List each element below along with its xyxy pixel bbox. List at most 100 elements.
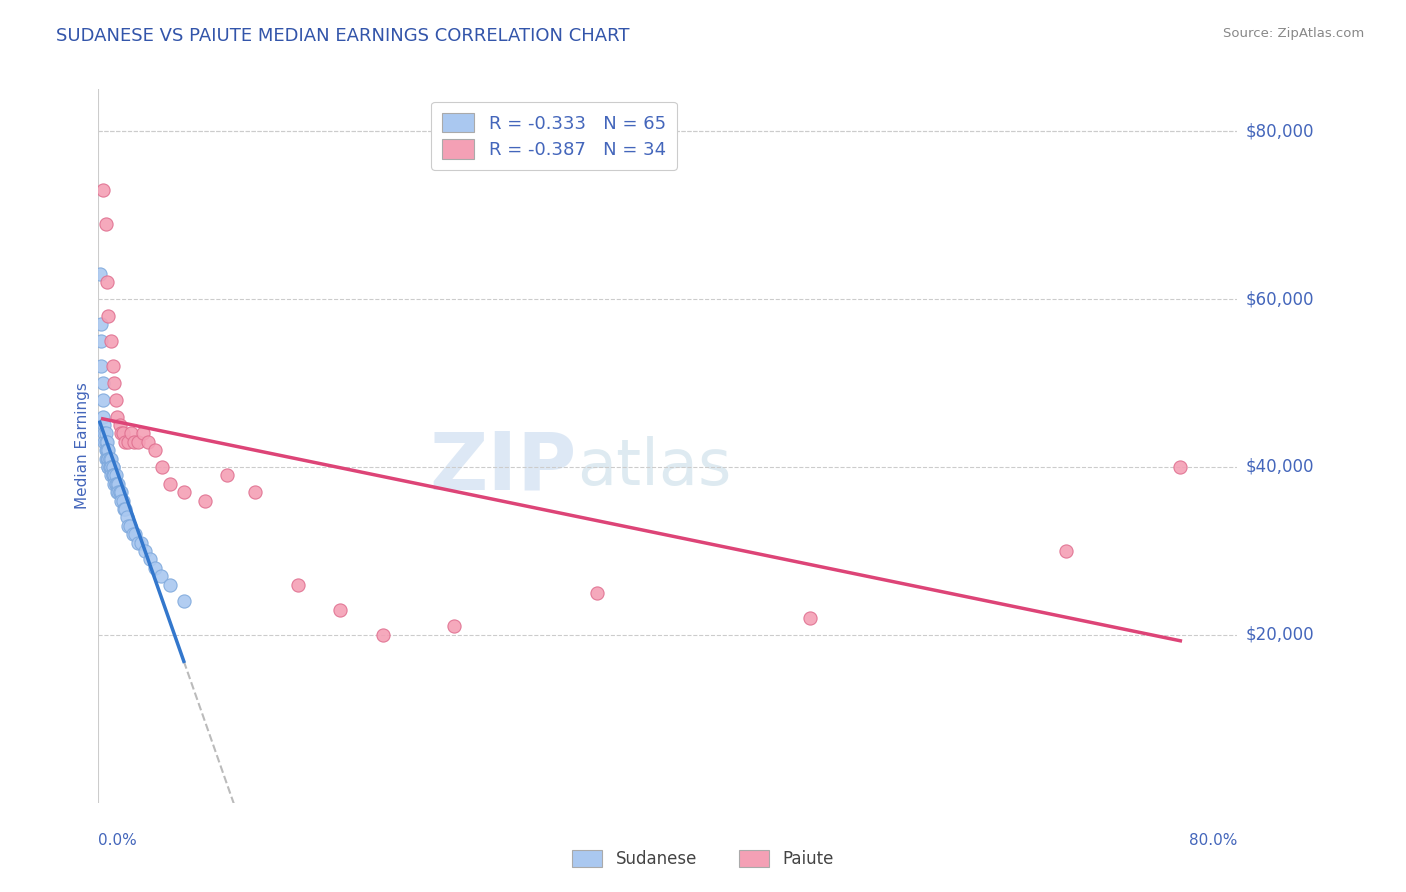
Point: [93, 434, 115, 449]
Point: [110, 493, 132, 508]
Point: [118, 518, 141, 533]
Point: [121, 527, 143, 541]
Point: [94, 443, 117, 458]
Point: [145, 560, 167, 574]
Point: [91, 409, 114, 424]
Point: [97, 309, 120, 323]
Point: [91, 392, 114, 407]
Point: [96, 275, 118, 289]
Point: [114, 434, 136, 449]
Point: [152, 460, 174, 475]
Point: [90, 359, 112, 374]
Point: [94, 434, 117, 449]
Text: ZIP: ZIP: [429, 428, 576, 507]
Point: [89, 267, 111, 281]
Legend: R = -0.333   N = 65, R = -0.387   N = 34: R = -0.333 N = 65, R = -0.387 N = 34: [432, 102, 676, 169]
Point: [373, 628, 395, 642]
Point: [159, 476, 181, 491]
Point: [101, 359, 124, 374]
Point: [287, 577, 309, 591]
Point: [93, 426, 115, 441]
Point: [117, 518, 139, 533]
Point: [173, 594, 195, 608]
Point: [585, 586, 607, 600]
Text: Source: ZipAtlas.com: Source: ZipAtlas.com: [1223, 27, 1364, 40]
Point: [100, 334, 122, 348]
Point: [111, 493, 134, 508]
Point: [112, 502, 135, 516]
Point: [100, 451, 122, 466]
Point: [127, 535, 149, 549]
Point: [150, 569, 173, 583]
Point: [98, 451, 121, 466]
Point: [100, 460, 122, 475]
Point: [115, 510, 138, 524]
Point: [127, 434, 149, 449]
Point: [131, 426, 153, 441]
Text: 0.0%: 0.0%: [98, 833, 138, 848]
Point: [105, 409, 128, 424]
Point: [100, 460, 122, 475]
Point: [173, 485, 195, 500]
Text: $20,000: $20,000: [1246, 626, 1315, 644]
Point: [100, 468, 122, 483]
Text: $40,000: $40,000: [1246, 458, 1315, 476]
Point: [1056, 544, 1078, 558]
Point: [105, 476, 128, 491]
Text: $80,000: $80,000: [1246, 122, 1315, 140]
Point: [90, 318, 112, 332]
Point: [108, 485, 131, 500]
Point: [159, 577, 181, 591]
Point: [108, 417, 131, 432]
Point: [103, 468, 125, 483]
Point: [104, 476, 127, 491]
Point: [91, 376, 114, 390]
Point: [101, 460, 124, 475]
Point: [101, 468, 124, 483]
Point: [122, 434, 145, 449]
Point: [443, 619, 465, 633]
Point: [110, 485, 132, 500]
Point: [799, 611, 821, 625]
Point: [94, 426, 117, 441]
Point: [104, 476, 127, 491]
Point: [117, 434, 139, 449]
Point: [96, 443, 118, 458]
Legend: Sudanese, Paiute: Sudanese, Paiute: [565, 843, 841, 875]
Point: [329, 603, 352, 617]
Y-axis label: Median Earnings: Median Earnings: [75, 383, 90, 509]
Point: [114, 502, 136, 516]
Point: [194, 493, 217, 508]
Point: [134, 544, 156, 558]
Point: [103, 476, 125, 491]
Point: [101, 468, 124, 483]
Point: [145, 443, 167, 458]
Point: [108, 485, 131, 500]
Point: [93, 417, 115, 432]
Point: [94, 451, 117, 466]
Point: [1170, 460, 1192, 475]
Text: SUDANESE VS PAIUTE MEDIAN EARNINGS CORRELATION CHART: SUDANESE VS PAIUTE MEDIAN EARNINGS CORRE…: [56, 27, 630, 45]
Point: [104, 468, 127, 483]
Point: [107, 485, 129, 500]
Point: [243, 485, 266, 500]
Point: [97, 451, 120, 466]
Point: [96, 434, 118, 449]
Point: [97, 443, 120, 458]
Point: [96, 443, 118, 458]
Point: [97, 460, 120, 475]
Text: $60,000: $60,000: [1246, 290, 1315, 308]
Point: [90, 334, 112, 348]
Point: [97, 451, 120, 466]
Text: atlas: atlas: [576, 436, 731, 499]
Point: [107, 476, 129, 491]
Point: [136, 434, 159, 449]
Text: 80.0%: 80.0%: [1189, 833, 1237, 848]
Point: [97, 460, 120, 475]
Point: [103, 376, 125, 390]
Point: [98, 460, 121, 475]
Point: [103, 468, 125, 483]
Point: [101, 460, 124, 475]
Point: [98, 451, 121, 466]
Point: [94, 217, 117, 231]
